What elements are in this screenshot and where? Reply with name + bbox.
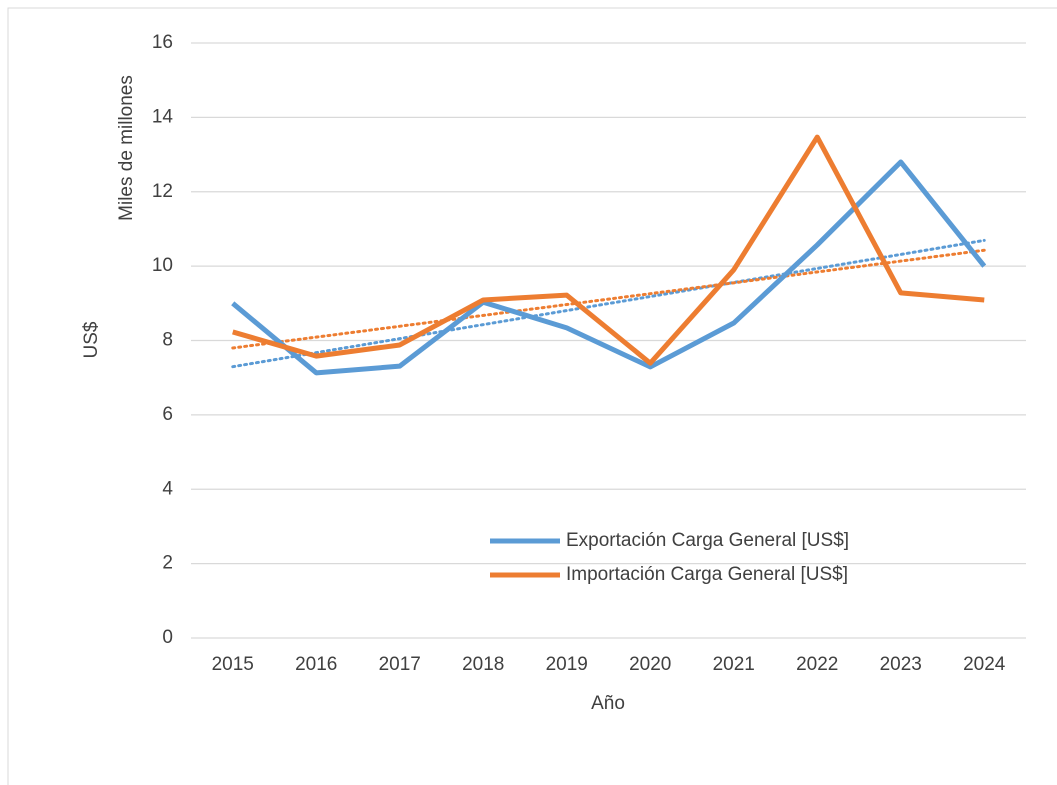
x-tick-label: 2023	[880, 654, 922, 675]
y-tick-label: 14	[152, 106, 174, 127]
y-axis-label: US$	[81, 321, 102, 358]
x-tick-label: 2017	[379, 654, 421, 675]
y-axis-sublabel: Miles de millones	[116, 75, 137, 221]
x-tick-label: 2021	[713, 654, 755, 675]
x-tick-label: 2024	[963, 654, 1006, 675]
legend-label: Exportación Carga General [US$]	[566, 530, 849, 551]
trendline	[231, 238, 986, 369]
series-line	[232, 134, 985, 366]
x-tick-label: 2020	[629, 654, 671, 675]
x-tick-label: 2015	[212, 654, 254, 675]
y-tick-label: 16	[152, 32, 173, 53]
legend-label: Importación Carga General [US$]	[566, 564, 848, 585]
x-tick-label: 2016	[295, 654, 337, 675]
chart-frame	[7, 7, 1057, 785]
y-tick-label: 10	[152, 255, 173, 276]
y-tick-label: 6	[162, 404, 173, 425]
x-axis-label: Año	[591, 693, 625, 714]
x-tick-label: 2022	[796, 654, 838, 675]
x-tick-label: 2019	[546, 654, 588, 675]
y-tick-label: 8	[162, 330, 173, 351]
y-tick-label: 12	[152, 181, 173, 202]
y-tick-label: 0	[162, 627, 173, 648]
y-tick-label: 2	[162, 553, 173, 574]
series-line	[231, 159, 987, 376]
y-tick-label: 4	[162, 478, 173, 499]
x-tick-label: 2018	[462, 654, 504, 675]
trendline	[231, 248, 986, 350]
